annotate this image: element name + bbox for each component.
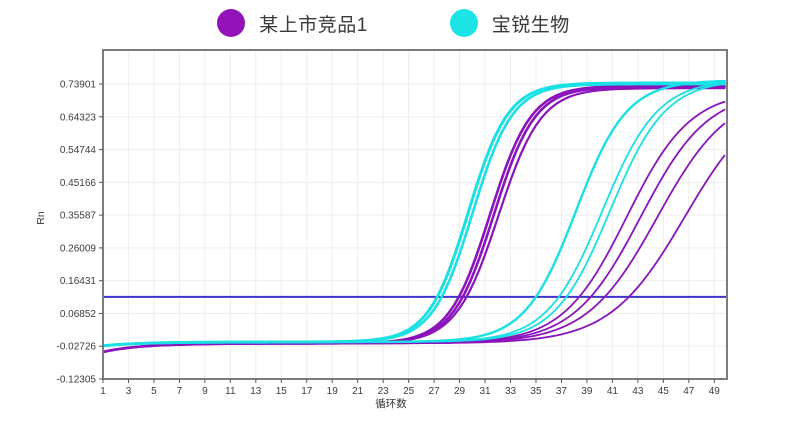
amplification-curve [103,82,726,347]
x-tick-label: 7 [177,386,183,397]
x-tick-label: 15 [276,386,288,397]
y-tick-label: 0.26009 [60,243,97,254]
y-tick-label: 0.06852 [60,309,97,320]
x-axis-title: 循环数 [375,397,407,410]
amplification-curve [103,122,726,353]
amplification-curve [103,154,726,353]
amplification-curve [103,87,726,354]
series-宝锐生物 [103,79,726,348]
x-tick-label: 9 [202,386,208,397]
x-tick-label: 13 [250,386,262,397]
legend-item-baorui: 宝锐生物 [449,9,570,37]
x-tick-label: 3 [126,386,132,397]
y-tick-label: -0.12305 [57,375,97,386]
x-tick-label: 21 [352,386,364,397]
amplification-curve [103,85,726,354]
series-某上市竞品1 [103,84,726,354]
x-tick-label: 5 [151,386,157,397]
amplification-curve [103,108,726,353]
y-tick-label: 0.35587 [60,211,97,222]
amplification-curve [103,100,726,353]
amplification-curve [103,81,726,347]
y-tick-label: 0.45166 [60,178,97,189]
plot-grid [103,50,727,380]
amplification-curve [103,84,726,354]
x-tick-label: 43 [632,386,644,397]
x-tick-label: 1 [100,386,106,397]
x-tick-label: 27 [429,386,441,397]
x-tick-label: 37 [556,386,568,397]
x-tick-label: 31 [479,386,491,397]
y-tick-label: 0.54744 [60,145,97,156]
plot-border [102,49,728,380]
x-tick-label: 25 [403,386,415,397]
legend: 某上市竞品1 宝锐生物 [0,0,787,46]
y-tick-label: 0.73901 [60,80,97,91]
x-tick-label: 19 [327,386,339,397]
x-tick-label: 49 [709,386,721,397]
amplification-curves [103,79,726,354]
x-axis: 1 3 5 7 9 11 13 15 17 19 21 23 25 27 29 31 33 35 37 39 41 43 4… [100,379,720,397]
x-tick-label: 29 [454,386,466,397]
x-tick-label: 47 [683,386,695,397]
amplification-curve [103,79,726,347]
baorui-legend-dot-icon [449,9,478,37]
legend-item-competitor1: 某上市竞品1 [217,9,368,37]
amplification-curve [103,81,726,348]
x-tick-label: 39 [581,386,593,397]
y-axis-title: Rn [35,211,47,225]
x-tick-label: 23 [378,386,390,397]
y-tick-label: 0.16431 [60,276,97,287]
x-tick-label: 35 [530,386,542,397]
y-tick-label: -0.02726 [57,342,97,353]
competitor1-legend-label: 某上市竞品1 [259,14,368,36]
y-tick-label: 0.64323 [60,112,97,123]
x-tick-label: 41 [607,386,619,397]
x-tick-label: 45 [658,386,670,397]
x-tick-label: 33 [505,386,517,397]
competitor1-legend-dot-icon [217,9,246,37]
baorui-legend-label: 宝锐生物 [491,14,570,36]
x-tick-label: 17 [301,386,313,397]
x-tick-label: 11 [225,386,236,397]
y-axis: 0.73901 0.64323 0.54744 0.45166 0.35587 0.260… [57,80,103,386]
